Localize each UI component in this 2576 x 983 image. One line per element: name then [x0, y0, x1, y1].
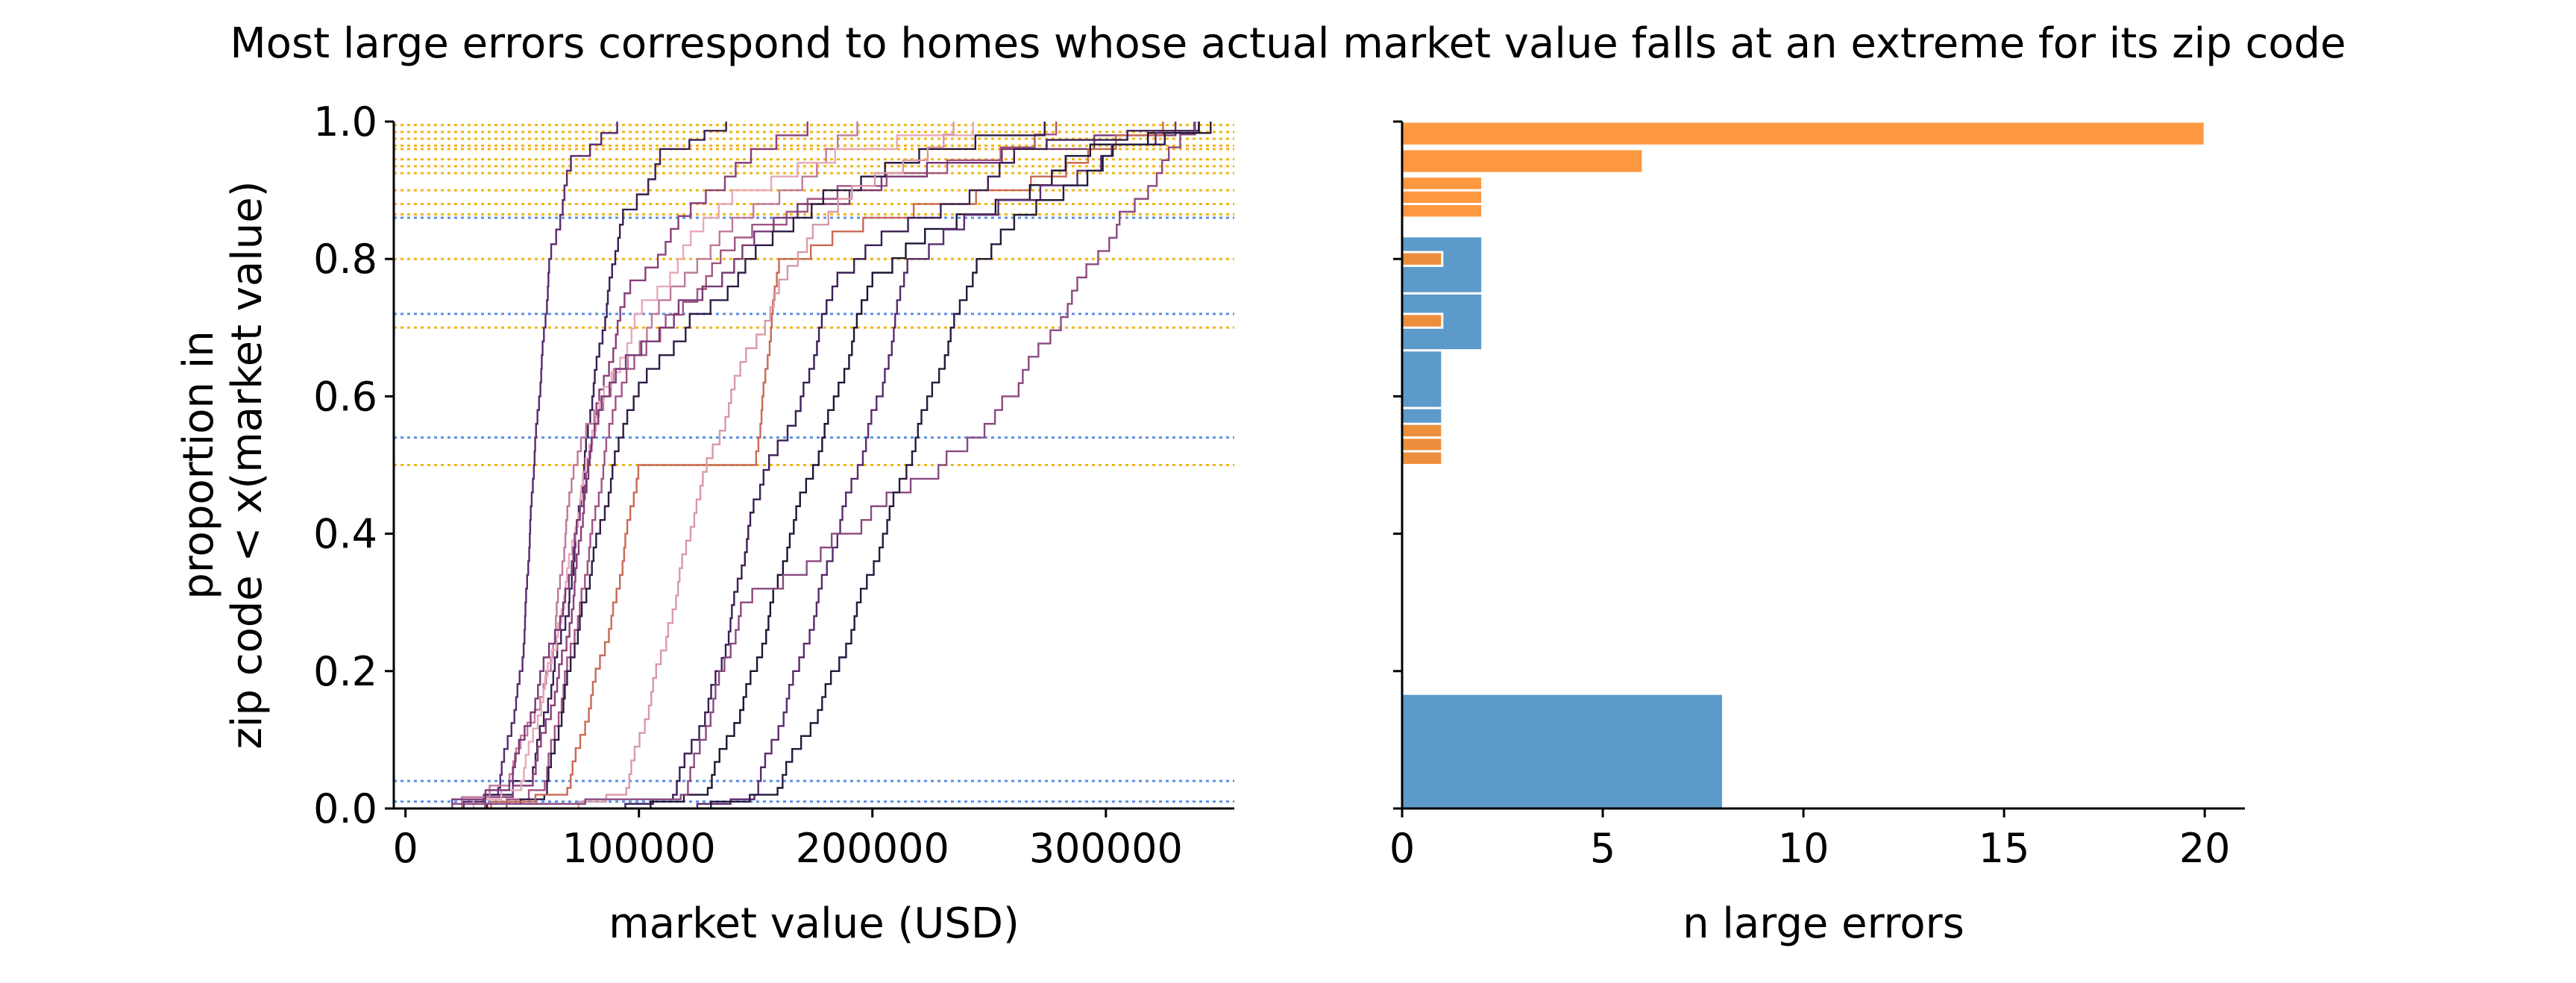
ecdf-curve [498, 122, 1058, 810]
histogram-axes: 0 5 10 15 20 n large errors [1389, 120, 2245, 948]
x-tick-label: 0 [1389, 825, 1415, 872]
ecdf-curve [456, 122, 618, 810]
y-tick-label: 0.8 [313, 236, 377, 283]
histogram-panel: 0 5 10 15 20 n large errors [1389, 120, 2245, 948]
orange-bar [1401, 436, 1444, 453]
x-tick-label: 100000 [562, 825, 716, 872]
ecdf-curve [475, 122, 1164, 810]
ecdf-curve [452, 122, 858, 810]
y-axis-label-line1: proportion in [175, 330, 223, 600]
y-tick-label: 0.4 [313, 511, 377, 558]
ecdf-curve [463, 122, 975, 810]
x-tick-label: 15 [1979, 825, 2030, 872]
histogram-bars [1401, 120, 2206, 810]
x-tick-label: 0 [392, 825, 418, 872]
ecdf-curves [405, 122, 1212, 810]
ecdf-axes: 0.0 0.2 0.4 0.6 0.8 1.0 0 100000 200000 300000mar… [175, 98, 1234, 948]
blue-bar [1401, 349, 1444, 409]
orange-bar [1401, 120, 2206, 147]
x-tick-label: 200000 [796, 825, 949, 872]
y-tick-label: 1.0 [313, 98, 377, 145]
ecdf-curve [615, 122, 1200, 810]
ecdf-panel: 0.0 0.2 0.4 0.6 0.8 1.0 0 100000 200000 300000mar… [175, 98, 1234, 948]
ecdf-curve [475, 122, 1046, 810]
orange-bar [1401, 203, 1484, 219]
ecdf-curve [440, 122, 1177, 810]
orange-bar [1401, 251, 1444, 267]
x-axis-label: n large errors [1683, 899, 1964, 948]
ecdf-curve [405, 122, 1196, 810]
y-tick-label: 0.6 [313, 373, 377, 420]
orange-bar [1401, 189, 1484, 206]
x-tick-label: 20 [2179, 825, 2231, 872]
x-tick-label: 300000 [1029, 825, 1183, 872]
orange-bar [1401, 422, 1444, 439]
ecdf-curve [475, 122, 727, 810]
x-axis-label: market value (USD) [609, 899, 1020, 948]
orange-bar [1401, 148, 1644, 175]
ecdf-curve [697, 122, 1212, 810]
ecdf-curve [568, 122, 955, 810]
y-tick-label: 0.2 [313, 648, 377, 695]
orange-bar [1401, 175, 1484, 192]
x-tick-label: 10 [1778, 825, 1829, 872]
orange-bar [1401, 313, 1444, 329]
ecdf-curve [638, 122, 1200, 810]
blue-bar [1401, 692, 1724, 810]
y-axis-label-line2: zip code < x(market value) [223, 180, 271, 749]
y-tick-label: 0.0 [313, 785, 377, 832]
x-tick-label: 5 [1590, 825, 1615, 872]
figure-title: Most large errors correspond to homes wh… [230, 19, 2346, 68]
orange-bar [1401, 450, 1444, 467]
ecdf-curve [685, 122, 1196, 810]
reference-lines [394, 124, 1234, 803]
